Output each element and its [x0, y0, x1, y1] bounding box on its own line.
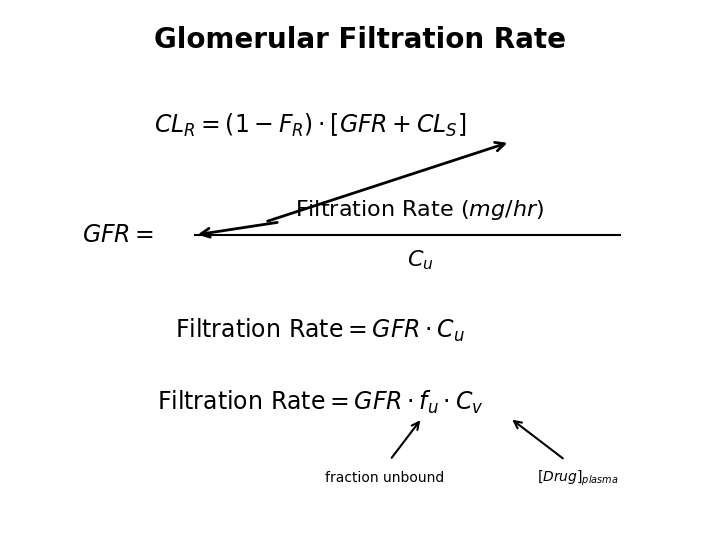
Text: $GFR = $: $GFR = $ [82, 223, 154, 247]
Text: $\mathrm{Filtration\ Rate}\ (mg/hr)$: $\mathrm{Filtration\ Rate}\ (mg/hr)$ [295, 198, 544, 222]
Text: $CL_R = (1 - F_R) \cdot [GFR + CL_S]$: $CL_R = (1 - F_R) \cdot [GFR + CL_S]$ [154, 111, 466, 139]
Text: Glomerular Filtration Rate: Glomerular Filtration Rate [154, 26, 566, 54]
Text: $\mathrm{Filtration\ Rate} = GFR \cdot C_u$: $\mathrm{Filtration\ Rate} = GFR \cdot C… [175, 316, 465, 343]
Text: $C_u$: $C_u$ [407, 248, 433, 272]
Text: fraction unbound: fraction unbound [325, 471, 445, 485]
Text: $[Drug]_{plasma}$: $[Drug]_{plasma}$ [537, 468, 618, 488]
Text: $\mathrm{Filtration\ Rate} = GFR \cdot f_u \cdot C_v$: $\mathrm{Filtration\ Rate} = GFR \cdot f… [157, 388, 483, 416]
